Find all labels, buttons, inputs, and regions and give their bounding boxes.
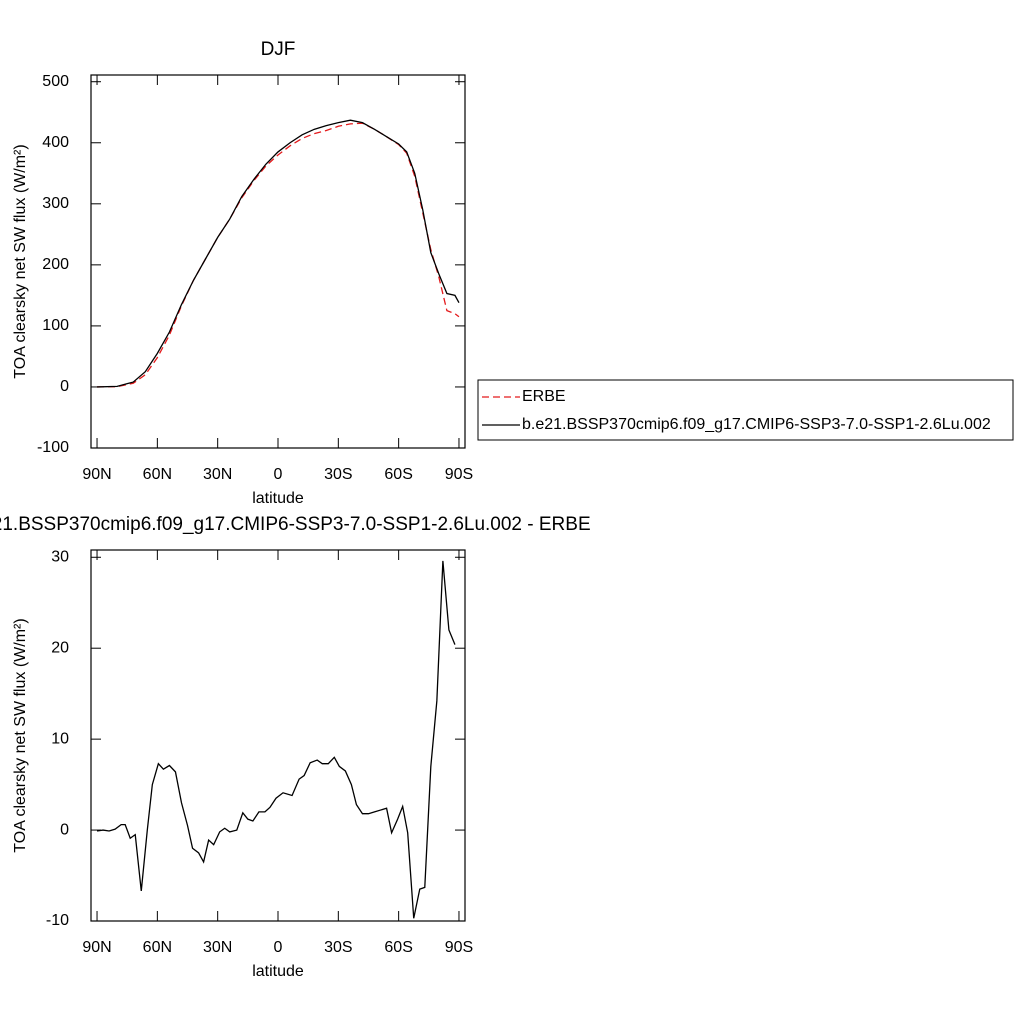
plot-frame (90, 549, 466, 922)
y-tick-label: 500 (42, 73, 69, 90)
legend-box (477, 379, 1014, 441)
data-line (97, 119, 460, 388)
legend-label: ERBE (522, 388, 566, 405)
chart-title: DJF (261, 39, 296, 60)
x-tick-label: 30S (324, 939, 352, 956)
y-tick-label: -100 (37, 439, 69, 456)
x-tick-label: 60S (384, 466, 412, 483)
x-tick-label: 90S (445, 466, 473, 483)
x-tick-label: 0 (274, 466, 283, 483)
y-tick-label: 300 (42, 195, 69, 212)
x-axis-label: latitude (252, 490, 304, 507)
plot-frame (90, 74, 466, 449)
data-line (97, 122, 460, 388)
y-tick-label: 100 (42, 317, 69, 334)
y-tick-label: 200 (42, 256, 69, 273)
y-tick-label: -10 (46, 912, 69, 929)
x-tick-label: 90N (82, 939, 111, 956)
x-tick-label: 60S (384, 939, 412, 956)
chart-title: b.e21.BSSP370cmip6.f09_g17.CMIP6-SSP3-7.… (0, 514, 591, 535)
x-tick-label: 30S (324, 466, 352, 483)
legend-label: b.e21.BSSP370cmip6.f09_g17.CMIP6-SSP3-7.… (522, 416, 991, 433)
x-tick-label: 90S (445, 939, 473, 956)
y-axis-label: TOA clearsky net SW flux (W/m²) (12, 618, 29, 852)
y-tick-label: 30 (51, 548, 69, 565)
y-axis-label: TOA clearsky net SW flux (W/m²) (12, 144, 29, 378)
y-tick-label: 0 (60, 378, 69, 395)
y-tick-label: 20 (51, 639, 69, 656)
x-tick-label: 30N (203, 466, 232, 483)
x-tick-label: 60N (143, 466, 172, 483)
x-axis-label: latitude (252, 963, 304, 980)
x-tick-label: 30N (203, 939, 232, 956)
x-tick-label: 90N (82, 466, 111, 483)
y-tick-label: 400 (42, 134, 69, 151)
x-tick-label: 60N (143, 939, 172, 956)
y-tick-label: 0 (60, 821, 69, 838)
data-line (96, 560, 456, 919)
y-tick-label: 10 (51, 730, 69, 747)
x-tick-label: 0 (274, 939, 283, 956)
